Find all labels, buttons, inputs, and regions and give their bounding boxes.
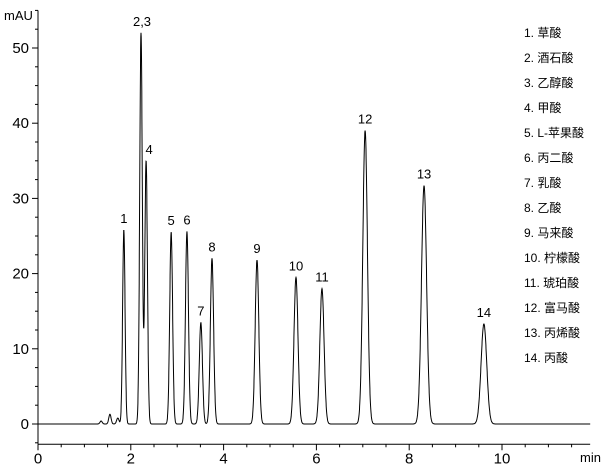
legend-entry: 10. 柠檬酸 [524, 250, 580, 265]
peak-label: 10 [289, 258, 303, 273]
peak-label: 8 [208, 240, 215, 255]
legend-entry: 12. 富马酸 [524, 300, 580, 315]
y-tick-label: 30 [12, 190, 29, 207]
peak-label: 7 [197, 303, 204, 318]
legend-entry: 8. 乙酸 [524, 200, 561, 215]
y-axis-label: mAU [4, 8, 33, 23]
x-tick-label: 4 [219, 450, 227, 465]
peak-label: 11 [315, 270, 329, 285]
legend-entry: 6. 丙二酸 [524, 150, 573, 165]
x-tick-label: 8 [405, 450, 413, 465]
peak-label: 2,3 [133, 14, 151, 29]
legend-entry: 5. L-苹果酸 [524, 125, 584, 140]
chromatogram-trace [38, 32, 591, 425]
x-tick-label: 2 [127, 450, 135, 465]
legend-entry: 7. 乳酸 [524, 175, 561, 190]
x-tick-label: 10 [494, 450, 511, 465]
peak-label: 4 [145, 142, 152, 157]
legend-entry: 11. 琥珀酸 [524, 275, 579, 290]
legend-entry: 3. 乙醇酸 [524, 75, 573, 90]
x-tick-label: 0 [34, 450, 42, 465]
y-tick-label: 20 [12, 266, 29, 283]
legend-entry: 4. 甲酸 [524, 100, 561, 115]
peak-label: 6 [183, 212, 190, 227]
legend-entry: 14. 丙酸 [524, 350, 568, 365]
peak-labels: 1 2,3 4 5 6 7 8 9 10 11 12 13 14 [120, 14, 491, 320]
legend-entry: 13. 丙烯酸 [524, 325, 580, 340]
peak-label: 13 [417, 167, 431, 182]
peak-label: 5 [168, 213, 175, 228]
legend: 1. 草酸 2. 酒石酸 3. 乙醇酸 4. 甲酸 5. L-苹果酸 6. 丙二酸 7. 乳… [524, 25, 584, 365]
y-tick-label: 50 [12, 40, 29, 57]
peak-label: 9 [253, 241, 260, 256]
peak-label: 14 [477, 305, 491, 320]
y-tick-label: 40 [12, 115, 29, 132]
x-axis-label: min [580, 450, 601, 465]
y-tick-label: 10 [12, 341, 29, 358]
x-tick-label: 6 [312, 450, 320, 465]
legend-entry: 1. 草酸 [524, 25, 561, 40]
y-tick-label: 0 [21, 416, 29, 433]
legend-entry: 9. 马来酸 [524, 225, 573, 240]
peak-label: 1 [120, 211, 127, 226]
peak-label: 12 [358, 112, 372, 127]
axes: 0 2 4 6 8 10 0 10 20 30 40 50 [12, 9, 591, 465]
legend-entry: 2. 酒石酸 [524, 50, 573, 65]
